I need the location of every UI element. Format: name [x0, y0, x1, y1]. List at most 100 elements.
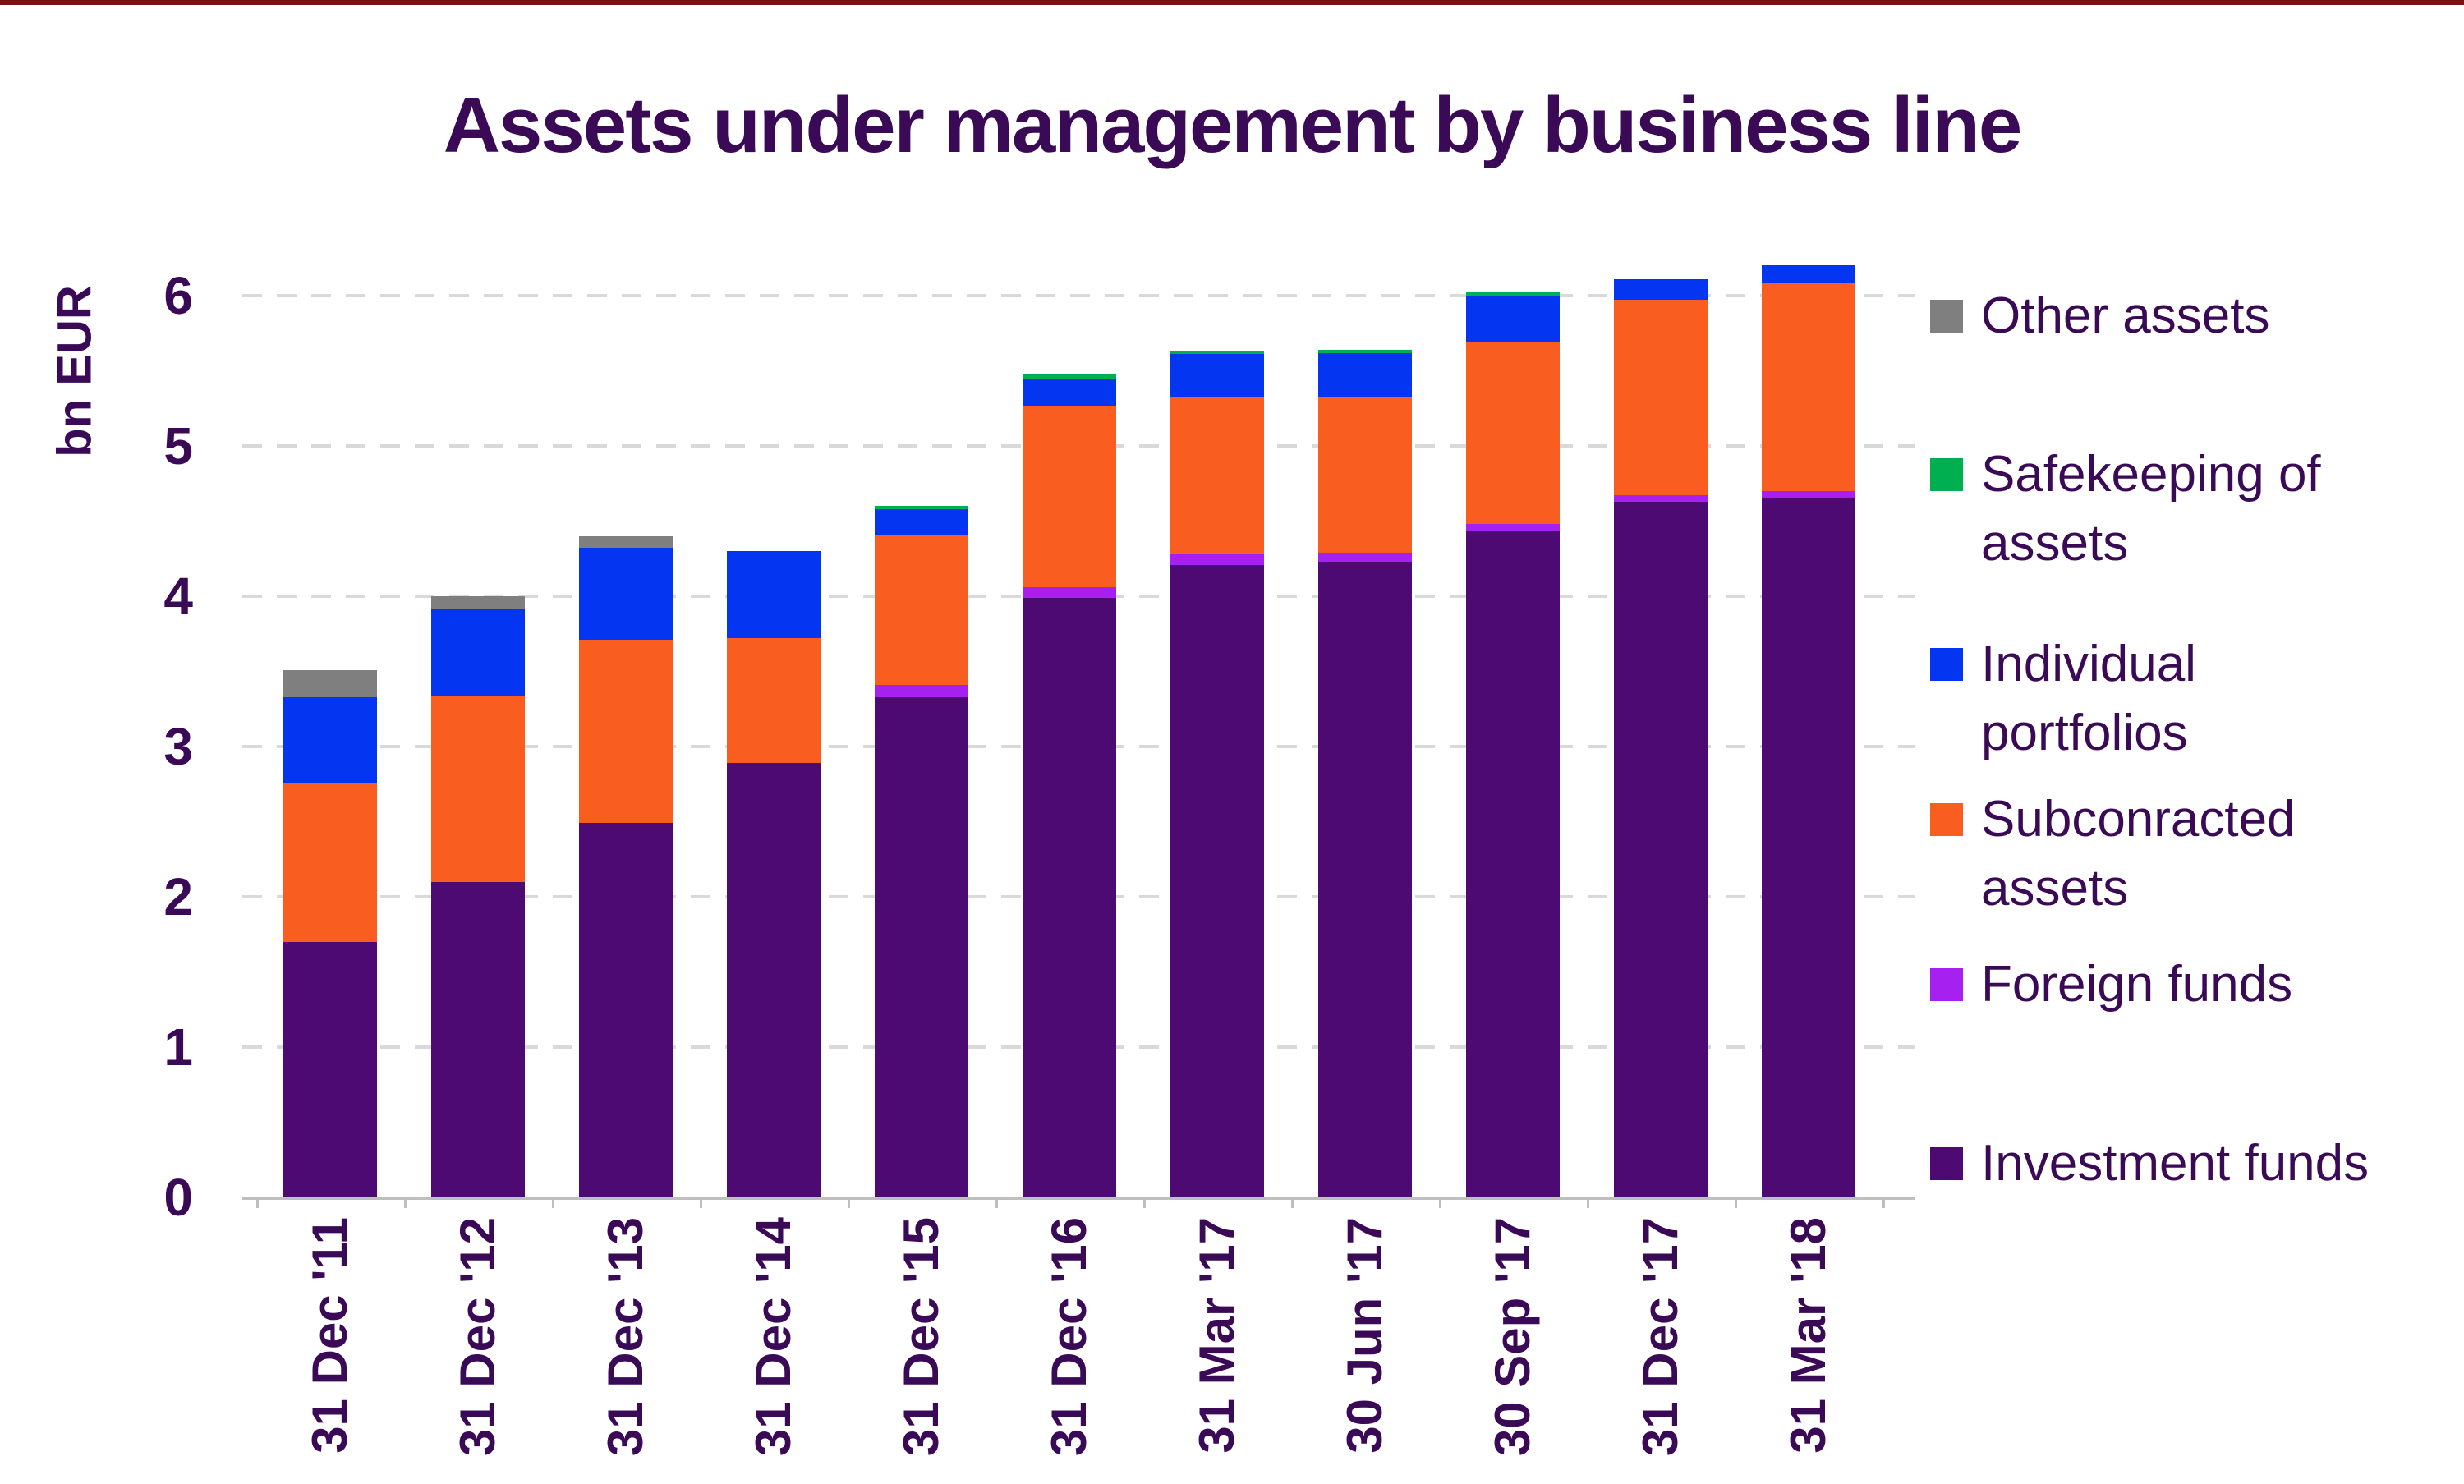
- x-axis-tick-0: [256, 1197, 259, 1208]
- x-label-2: 31 Dec '12: [450, 1217, 505, 1457]
- bar-segment-investment-funds-3: [579, 823, 673, 1197]
- legend-item-foreign: Foreign funds: [1930, 950, 2292, 1019]
- legend-swatch-other: [1930, 300, 1963, 333]
- y-tick-label-4: 4: [163, 567, 193, 626]
- bar-segment-individual-portfolios-7: [1170, 354, 1264, 397]
- legend-label-other: Other assets: [1981, 287, 2270, 344]
- bar-segment-investment-funds-7: [1170, 564, 1264, 1197]
- bar-segment-subconracted-assets-11: [1762, 282, 1855, 491]
- bar-segment-investment-funds-9: [1466, 531, 1560, 1197]
- bar-segment-other-assets-3: [579, 535, 673, 549]
- legend-label-individual: Individual portfolios: [1981, 636, 2196, 761]
- y-tick-label-2: 2: [163, 867, 193, 926]
- bar-segment-subconracted-assets-1: [283, 782, 377, 942]
- x-label-9: 30 Sep '17: [1485, 1217, 1540, 1457]
- bar-segment-foreign-funds-6: [1023, 587, 1116, 598]
- bar-segment-safekeeping-of-assets-5: [875, 506, 968, 509]
- x-axis-tick-6: [1143, 1197, 1146, 1208]
- legend-swatch-individual: [1930, 648, 1963, 681]
- bar-segment-foreign-funds-10: [1614, 495, 1708, 502]
- bar-segment-safekeeping-of-assets-7: [1170, 351, 1264, 355]
- bar-segment-subconracted-assets-7: [1170, 396, 1264, 554]
- bar-segment-investment-funds-8: [1318, 561, 1412, 1197]
- x-axis-tick-3: [700, 1197, 702, 1208]
- bar-segment-safekeeping-of-assets-6: [1023, 374, 1116, 379]
- bar-segment-investment-funds-1: [283, 941, 377, 1197]
- x-axis-line: [242, 1197, 1915, 1200]
- bar-segment-safekeeping-of-assets-9: [1466, 292, 1560, 296]
- bar-segment-other-assets-1: [283, 669, 377, 697]
- x-axis-tick-11: [1882, 1197, 1885, 1208]
- x-label-8: 30 Jun '17: [1337, 1217, 1392, 1454]
- x-axis-tick-2: [552, 1197, 554, 1208]
- bar-segment-individual-portfolios-3: [579, 548, 673, 641]
- y-tick-label-6: 6: [163, 266, 193, 325]
- bar-segment-subconracted-assets-2: [431, 695, 525, 882]
- x-label-10: 31 Dec '17: [1633, 1217, 1688, 1457]
- legend-label-subcontracted: Subconracted assets: [1981, 791, 2296, 917]
- bar-segment-investment-funds-10: [1614, 501, 1708, 1197]
- bar-segment-investment-funds-5: [875, 696, 968, 1197]
- x-label-11: 31 Mar '18: [1781, 1217, 1836, 1454]
- legend-swatch-foreign: [1930, 968, 1963, 1001]
- bar-segment-investment-funds-6: [1023, 597, 1116, 1197]
- legend-item-subcontracted: Subconracted assets: [1930, 785, 2296, 923]
- bar-segment-subconracted-assets-5: [875, 534, 968, 685]
- bar-segment-foreign-funds-7: [1170, 554, 1264, 565]
- bar-segment-subconracted-assets-9: [1466, 342, 1560, 525]
- legend-item-investment: Investment funds: [1930, 1129, 2369, 1198]
- bar-segment-individual-portfolios-9: [1466, 296, 1560, 342]
- bar-segment-foreign-funds-9: [1466, 524, 1560, 532]
- y-tick-label-3: 3: [163, 717, 193, 776]
- legend-swatch-safekeeping: [1930, 458, 1963, 491]
- x-axis-tick-9: [1587, 1197, 1589, 1208]
- legend-swatch-investment: [1930, 1147, 1963, 1180]
- bar-segment-subconracted-assets-10: [1614, 300, 1708, 496]
- legend-item-safekeeping: Safekeeping of assets: [1930, 440, 2321, 578]
- bar-segment-foreign-funds-8: [1318, 552, 1412, 562]
- bar-segment-individual-portfolios-2: [431, 608, 525, 696]
- bar-segment-investment-funds-11: [1762, 498, 1855, 1197]
- bar-segment-subconracted-assets-3: [579, 640, 673, 824]
- bar-segment-investment-funds-2: [431, 881, 525, 1197]
- bar-segment-subconracted-assets-6: [1023, 405, 1116, 587]
- bar-segment-foreign-funds-5: [875, 684, 968, 697]
- y-tick-label-1: 1: [163, 1018, 193, 1077]
- x-axis-tick-7: [1291, 1197, 1294, 1208]
- y-tick-label-5: 5: [163, 416, 193, 476]
- legend-label-safekeeping: Safekeeping of assets: [1981, 446, 2321, 572]
- bar-segment-individual-portfolios-10: [1614, 278, 1708, 301]
- bar-segment-other-assets-2: [431, 596, 525, 609]
- gridline-y-6: [242, 294, 1915, 297]
- x-label-5: 31 Dec '15: [894, 1217, 949, 1457]
- x-axis-tick-4: [848, 1197, 850, 1208]
- x-label-3: 31 Dec '13: [598, 1217, 653, 1457]
- x-axis-tick-5: [995, 1197, 998, 1208]
- legend-swatch-subcontracted: [1930, 803, 1963, 836]
- bar-segment-safekeeping-of-assets-8: [1318, 349, 1412, 353]
- x-label-6: 31 Dec '16: [1041, 1217, 1096, 1457]
- x-label-1: 31 Dec '11: [302, 1217, 357, 1454]
- bar-segment-subconracted-assets-8: [1318, 397, 1412, 553]
- bar-segment-individual-portfolios-1: [283, 696, 377, 783]
- bar-segment-individual-portfolios-5: [875, 508, 968, 535]
- x-label-4: 31 Dec '14: [746, 1217, 801, 1457]
- legend-item-other: Other assets: [1930, 282, 2269, 351]
- legend-label-foreign: Foreign funds: [1981, 956, 2293, 1013]
- x-axis-tick-8: [1439, 1197, 1441, 1208]
- legend-item-individual: Individual portfolios: [1930, 630, 2196, 768]
- x-axis-tick-1: [404, 1197, 407, 1208]
- bar-segment-individual-portfolios-11: [1762, 265, 1855, 283]
- x-label-7: 31 Mar '17: [1189, 1217, 1244, 1454]
- top-accent-bar: [0, 0, 2464, 5]
- legend-label-investment: Investment funds: [1981, 1135, 2370, 1192]
- bar-segment-foreign-funds-11: [1762, 490, 1855, 499]
- y-tick-label-0: 0: [163, 1168, 193, 1227]
- bar-segment-individual-portfolios-4: [727, 551, 821, 639]
- chart-title: Assets under management by business line: [443, 81, 2023, 169]
- bar-segment-subconracted-assets-4: [727, 638, 821, 764]
- bar-segment-investment-funds-4: [727, 763, 821, 1197]
- bar-segment-individual-portfolios-6: [1023, 378, 1116, 406]
- bar-segment-individual-portfolios-8: [1318, 352, 1412, 398]
